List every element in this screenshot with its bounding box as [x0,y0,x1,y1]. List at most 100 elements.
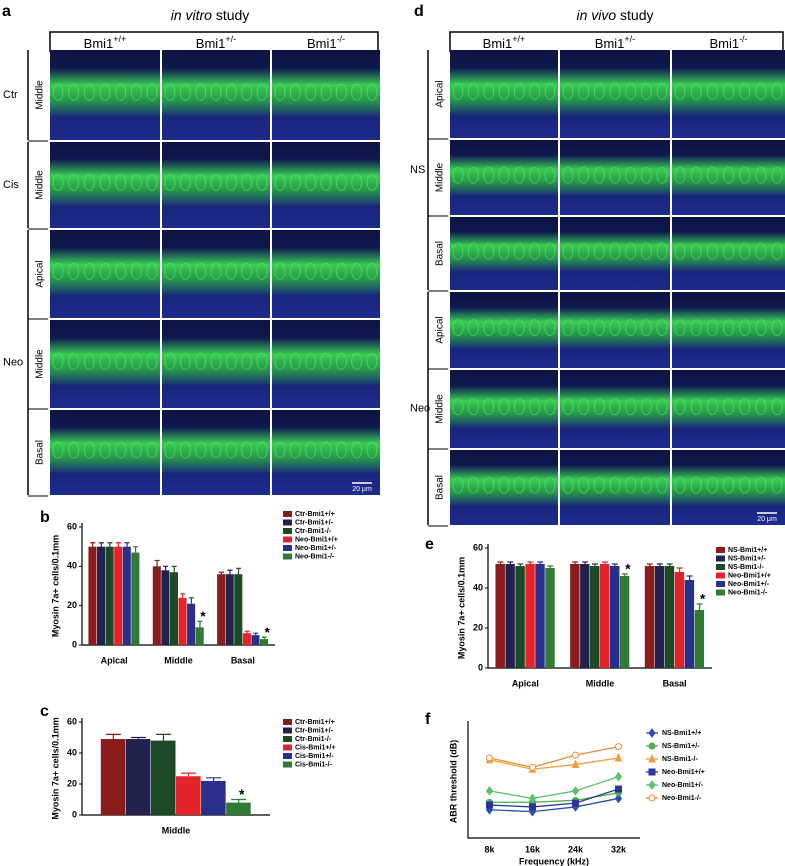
legend-label: Neo-Bmi1+/+ [662,769,705,776]
micrograph-cell [130,173,142,191]
micrograph-cell [690,166,702,184]
micrograph-cell [771,398,783,416]
micrograph-hair-cells [560,231,670,272]
micrograph-cell [723,398,734,416]
legend-swatch [716,564,725,570]
micrograph-cell [483,398,495,416]
micrograph-cell [467,398,479,416]
column-sup: +/+ [113,34,126,44]
x-tick-label: Basal [231,655,255,665]
bar [580,564,590,668]
row-label: Apical [35,260,46,287]
micrograph-cell [578,166,590,184]
micrograph-cell [771,242,783,260]
error-bar [206,777,222,781]
micrograph-cell [739,398,751,416]
legend-label: NS-Bmi1+/- [728,555,766,562]
x-tick-label: Middle [162,825,191,835]
error-bar [181,772,197,777]
micrograph-cell [755,166,767,184]
panel-label: f [425,711,431,728]
legend-label: Neo-Bmi1+/- [728,581,770,588]
micrograph-cell [498,166,510,184]
error-bar [171,565,177,573]
bar [150,740,176,815]
bar [114,546,123,645]
row-label: Middle [435,394,446,424]
micrograph-cell [609,398,621,416]
x-tick-label: 32k [611,844,627,854]
y-tick-label: 40 [473,582,483,592]
micrograph-cell [483,476,495,494]
micrograph-hair-cells [50,247,160,296]
micrograph-cell [690,242,702,260]
micrograph-hair-cells [450,67,558,116]
header-bracket [449,31,784,52]
x-tick-label: 16k [525,844,541,854]
micrograph-cell [656,242,668,260]
micrograph-cell [674,82,686,100]
x-tick-label: Apical [512,678,539,688]
micrograph-cell [674,398,686,416]
micrograph-cell [320,262,332,280]
series-line [489,746,619,769]
y-axis-label: Myosin 7a+ cells/0.1mm [456,557,466,659]
micrograph-cell [289,173,301,191]
micrograph-cell [320,173,332,191]
y-tick-label: 20 [67,778,77,788]
micrograph-cell [690,398,702,416]
micrograph-cell [498,242,510,260]
row-label: Apical [435,80,446,107]
micrograph-cell [274,173,286,191]
micrograph-cell [771,82,783,100]
micrograph-cell [210,352,222,370]
title-rest: study [620,7,653,23]
legend-swatch [283,753,292,759]
micrograph-hair-cells [272,68,380,118]
error-bar [517,563,524,566]
micrograph-hair-cells [162,68,270,118]
micrograph-cell [195,83,207,101]
bar [88,546,97,645]
micrograph-cell [739,82,751,100]
micrograph-cell [274,352,286,370]
marker [648,753,656,763]
micrograph-cell [562,319,574,337]
bar [217,574,226,645]
legend-label: NS-Bmi1-/- [662,756,698,763]
micrograph-cell [305,352,317,370]
micrograph-cell [562,242,574,260]
legend-label: Cis-Bmi1-/- [295,761,333,768]
micrograph-cell [529,242,541,260]
micrograph-cell [305,173,317,191]
micrograph-cell [656,476,668,494]
marker [572,751,579,759]
marker [571,759,580,769]
column-header: Bmi1-/- [307,34,345,51]
micrograph-cell [771,476,783,494]
series-line [489,788,619,808]
micrograph-cell [513,242,525,260]
micrograph-cell [146,352,158,370]
micrograph-cell [706,398,718,416]
error-bar [646,563,653,566]
micrograph-cell [274,262,286,280]
error-bar [572,561,579,564]
micrograph-hair-cells [50,68,160,118]
micrograph-cell [210,83,222,101]
bar [505,564,515,668]
header-bracket [49,31,379,52]
micrograph-cell [83,173,95,191]
micrograph-cell [146,262,158,280]
bar [169,572,178,645]
bar [225,574,234,645]
panel-title: in vitro study [171,7,250,23]
micrograph-cell [210,173,222,191]
micrograph-cell [52,352,64,370]
micrograph-hair-cells [272,247,380,296]
micrograph-hair-cells [560,155,670,197]
micrograph-cell [690,319,702,337]
micrograph-cell [452,398,464,416]
error-bar [507,561,514,564]
